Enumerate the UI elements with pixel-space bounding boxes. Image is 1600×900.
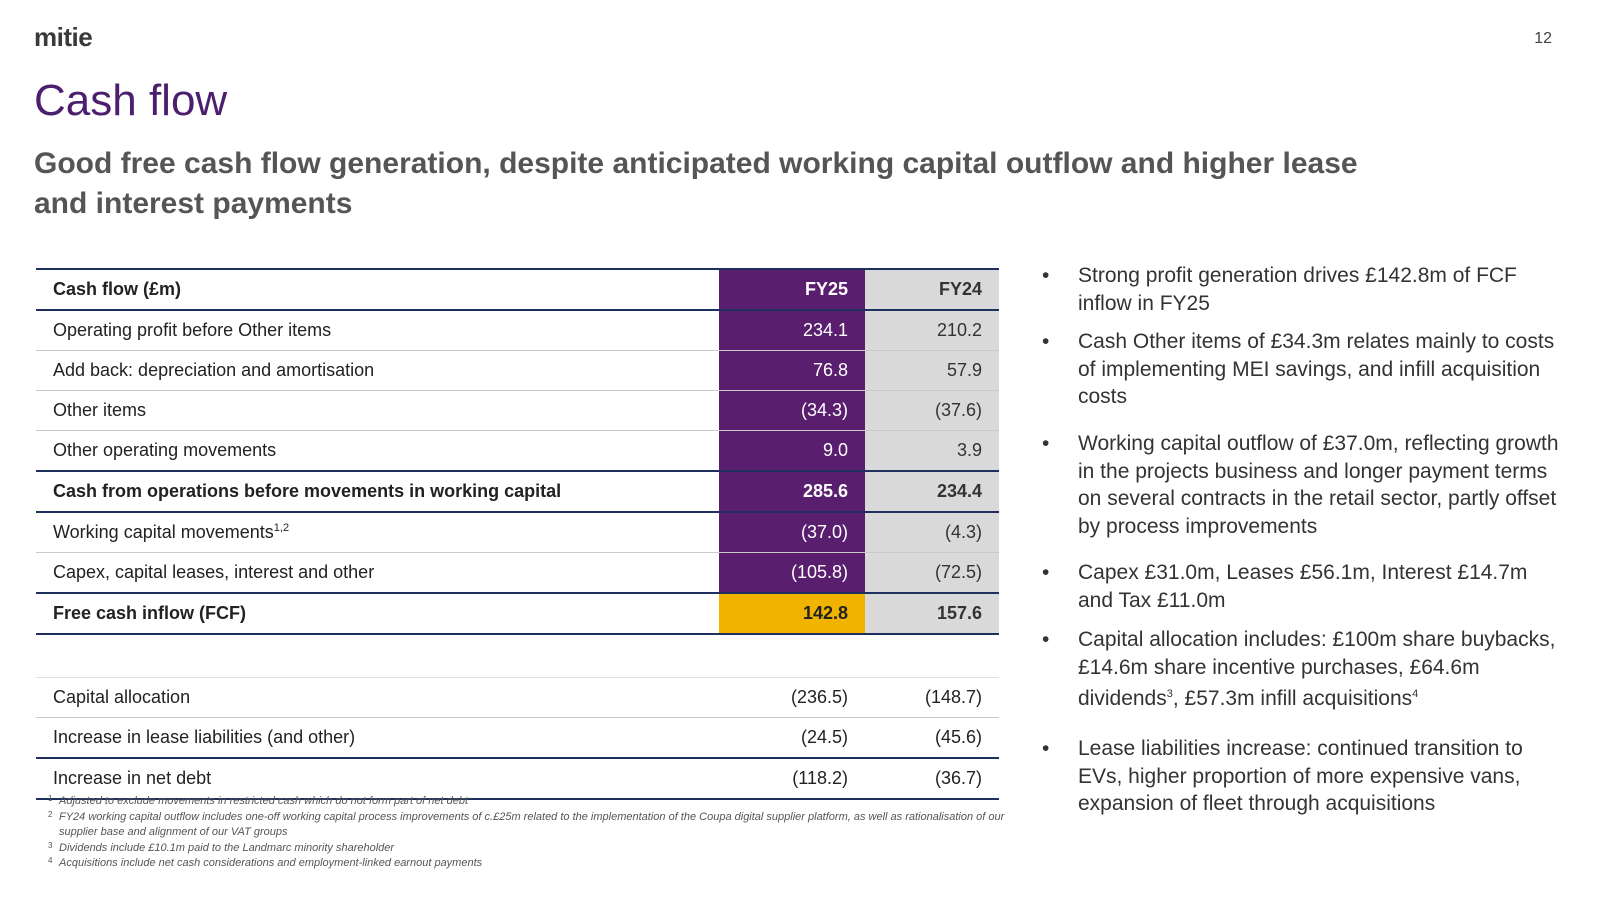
fy25-value: (24.5) bbox=[719, 717, 865, 759]
fy24-value: (72.5) bbox=[865, 552, 999, 594]
bullet-item: Working capital outflow of £37.0m, refle… bbox=[1040, 430, 1568, 540]
spacer-cell bbox=[36, 634, 719, 678]
spacer-cell bbox=[865, 634, 999, 678]
fy24-value: (36.7) bbox=[865, 758, 999, 800]
spacer-cell bbox=[719, 634, 865, 678]
header-label: Cash flow (£m) bbox=[36, 268, 719, 311]
footnotes: 1 Adjusted to exclude movements in restri… bbox=[48, 794, 1038, 872]
footnote: 1 Adjusted to exclude movements in restri… bbox=[48, 794, 1038, 810]
fy24-value: (148.7) bbox=[865, 677, 999, 718]
fy25-value: 9.0 bbox=[719, 430, 865, 472]
table-spacer bbox=[36, 634, 999, 678]
fy25-value: 76.8 bbox=[719, 350, 865, 391]
bullet-item: Lease liabilities increase: continued tr… bbox=[1040, 735, 1568, 818]
table-row: Increase in lease liabilities (and other… bbox=[36, 717, 999, 759]
fy24-value: 234.4 bbox=[865, 471, 999, 513]
row-label: Working capital movements1,2 bbox=[36, 512, 719, 553]
mitie-logo: mitie bbox=[34, 22, 93, 52]
subtotal-row: Cash from operations before movements in… bbox=[36, 471, 999, 513]
bullet-item: Strong profit generation drives £142.8m … bbox=[1040, 262, 1568, 317]
bullet-text: , £57.3m infill acquisitions bbox=[1172, 687, 1413, 710]
table-header-row: Cash flow (£m) FY25 FY24 bbox=[36, 268, 999, 311]
fy24-value: 57.9 bbox=[865, 350, 999, 391]
fy25-value: 234.1 bbox=[719, 310, 865, 351]
table-row: Capital allocation (236.5) (148.7) bbox=[36, 677, 999, 718]
footnote-ref: 3 bbox=[1166, 688, 1173, 700]
row-label: Cash from operations before movements in… bbox=[36, 471, 719, 513]
footnote: 2 FY24 working capital outflow includes o… bbox=[48, 810, 1038, 841]
bullet-item: Capex £31.0m, Leases £56.1m, Interest £1… bbox=[1040, 559, 1568, 614]
fcf-fy25-value: 142.8 bbox=[719, 593, 865, 635]
row-label: Free cash inflow (FCF) bbox=[36, 593, 719, 635]
row-label: Capital allocation bbox=[36, 677, 719, 718]
table-row: Increase in net debt (118.2) (36.7) bbox=[36, 758, 999, 800]
footnote-number: 4 bbox=[48, 856, 53, 865]
page-title: Cash flow bbox=[34, 76, 228, 125]
table-row: Other items (34.3) (37.6) bbox=[36, 390, 999, 431]
fy25-value: (236.5) bbox=[719, 677, 865, 718]
row-label: Other operating movements bbox=[36, 430, 719, 472]
cash-flow-table: Cash flow (£m) FY25 FY24 Operating profi… bbox=[36, 268, 999, 800]
row-label-text: Working capital movements bbox=[53, 522, 274, 542]
footnote-number: 2 bbox=[48, 809, 53, 819]
page-subtitle: Good free cash flow generation, despite … bbox=[34, 147, 1358, 220]
bullet-item: Cash Other items of £34.3m relates mainl… bbox=[1040, 328, 1568, 411]
fcf-row: Free cash inflow (FCF) 142.8 157.6 bbox=[36, 593, 999, 635]
fy24-value: 210.2 bbox=[865, 310, 999, 351]
bullet-item: Capital allocation includes: £100m share… bbox=[1040, 626, 1568, 713]
page-number: 12 bbox=[1534, 30, 1552, 47]
fy24-value: (45.6) bbox=[865, 717, 999, 759]
footnote-number: 1 bbox=[48, 794, 53, 803]
fy24-value: 157.6 bbox=[865, 593, 999, 635]
table-row: Add back: depreciation and amortisation … bbox=[36, 350, 999, 391]
table-row: Working capital movements1,2 (37.0) (4.3… bbox=[36, 512, 999, 553]
row-label: Other items bbox=[36, 390, 719, 431]
fy24-value: (37.6) bbox=[865, 390, 999, 431]
header-fy24: FY24 bbox=[865, 268, 999, 311]
row-label: Increase in lease liabilities (and other… bbox=[36, 717, 719, 759]
fy25-value: (105.8) bbox=[719, 552, 865, 594]
footnote-text: Acquisitions include net cash considerat… bbox=[59, 857, 483, 869]
footnote: 4 Acquisitions include net cash considera… bbox=[48, 856, 1038, 872]
fy24-value: 3.9 bbox=[865, 430, 999, 472]
table-row: Operating profit before Other items 234.… bbox=[36, 310, 999, 351]
footnote-number: 3 bbox=[48, 840, 53, 850]
row-label: Add back: depreciation and amortisation bbox=[36, 350, 719, 391]
fy25-value: (37.0) bbox=[719, 512, 865, 553]
fy24-value: (4.3) bbox=[865, 512, 999, 553]
row-label: Increase in net debt bbox=[36, 758, 719, 800]
footnote-ref: 1,2 bbox=[273, 522, 290, 534]
fy25-value: (34.3) bbox=[719, 390, 865, 431]
bullet-text: Capital allocation includes: £100m share… bbox=[1078, 628, 1556, 710]
fy25-value: 285.6 bbox=[719, 471, 865, 513]
table-row: Other operating movements 9.0 3.9 bbox=[36, 430, 999, 472]
fy25-value: (118.2) bbox=[719, 758, 865, 800]
row-label: Capex, capital leases, interest and othe… bbox=[36, 552, 719, 594]
table-row: Capex, capital leases, interest and othe… bbox=[36, 552, 999, 594]
footnote-text: Dividends include £10.1m paid to the Lan… bbox=[59, 841, 395, 854]
footnote-text: FY24 working capital outflow includes on… bbox=[59, 810, 1005, 839]
footnote-text: Adjusted to exclude movements in restric… bbox=[59, 795, 469, 807]
row-label: Operating profit before Other items bbox=[36, 310, 719, 351]
footnote-ref: 4 bbox=[1412, 688, 1419, 700]
header-fy25: FY25 bbox=[719, 268, 865, 311]
footnote: 3 Dividends include £10.1m paid to the La… bbox=[48, 841, 1038, 857]
